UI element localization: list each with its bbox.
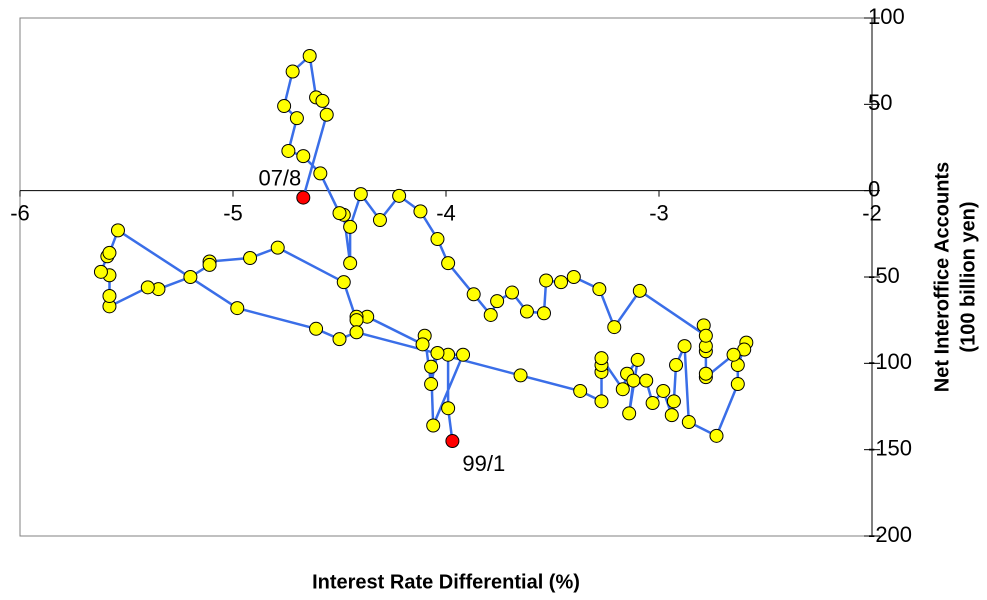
y-tick-label: -200 — [868, 522, 912, 547]
data-point — [285, 64, 300, 79]
data-point — [698, 328, 713, 343]
data-point — [726, 347, 741, 362]
data-point — [296, 149, 311, 164]
data-point — [677, 339, 692, 354]
data-point — [709, 428, 724, 443]
data-point — [343, 219, 358, 234]
data-point — [302, 48, 317, 63]
data-point — [243, 251, 258, 266]
y-tick-label: -150 — [868, 435, 912, 460]
data-point — [490, 294, 505, 309]
y-axis-title: (100 billion yen) — [957, 201, 979, 352]
data-point — [630, 352, 645, 367]
data-point — [730, 377, 745, 392]
y-tick-label: -50 — [868, 263, 900, 288]
data-point — [632, 283, 647, 298]
data-point — [289, 111, 304, 126]
data-point — [426, 418, 441, 433]
data-point — [441, 401, 456, 416]
data-point — [140, 280, 155, 295]
data-point — [281, 143, 296, 158]
y-tick-label: 0 — [868, 176, 880, 201]
data-point — [353, 187, 368, 202]
data-point — [315, 93, 330, 108]
data-point — [594, 351, 609, 366]
data-point — [349, 313, 364, 328]
data-point — [445, 434, 460, 449]
data-point — [519, 304, 534, 319]
data-point — [319, 107, 334, 122]
data-point — [415, 337, 430, 352]
data-point — [343, 256, 358, 271]
annotation: 07/8 — [258, 165, 301, 190]
data-point — [110, 223, 125, 238]
y-tick-label: 50 — [868, 90, 892, 115]
data-point — [483, 307, 498, 322]
data-point — [669, 358, 684, 373]
data-point — [622, 406, 637, 421]
data-point — [441, 256, 456, 271]
data-point — [102, 245, 117, 260]
data-point — [592, 282, 607, 297]
data-point — [594, 394, 609, 409]
data-point — [230, 301, 245, 316]
data-point — [554, 275, 569, 290]
x-tick-label: -6 — [10, 200, 30, 225]
plot-frame — [19, 17, 873, 537]
x-tick-label: -3 — [649, 200, 669, 225]
data-point — [681, 415, 696, 430]
data-point — [349, 325, 364, 340]
data-point — [430, 232, 445, 247]
data-point — [430, 345, 445, 360]
x-tick-label: -5 — [223, 200, 243, 225]
data-point — [372, 213, 387, 228]
data-point — [424, 377, 439, 392]
data-point — [296, 190, 311, 205]
data-point — [93, 264, 108, 279]
data-point — [332, 332, 347, 347]
data-point — [413, 204, 428, 219]
annotation: 99/1 — [462, 451, 505, 476]
data-point — [656, 383, 671, 398]
data-point — [456, 347, 471, 362]
data-point — [313, 166, 328, 181]
data-point — [539, 273, 554, 288]
x-tick-label: -4 — [436, 200, 456, 225]
data-point — [626, 373, 641, 388]
data-point — [392, 188, 407, 203]
data-point — [183, 270, 198, 284]
data-point — [466, 287, 481, 302]
data-point — [664, 408, 679, 423]
y-axis-title: Net Interoffice Accounts — [931, 162, 953, 392]
data-point — [698, 366, 713, 381]
x-tick-label: -2 — [862, 200, 882, 225]
data-point — [607, 320, 622, 335]
data-point — [102, 288, 117, 303]
data-point — [536, 306, 551, 321]
data-point — [309, 321, 324, 336]
data-point — [270, 240, 285, 255]
data-point — [645, 396, 660, 411]
y-tick-label: -100 — [868, 349, 912, 374]
data-point — [424, 359, 439, 374]
data-point — [332, 206, 347, 221]
data-point — [639, 373, 654, 388]
data-point — [666, 394, 681, 409]
data-point — [573, 383, 588, 398]
data-point — [336, 275, 351, 290]
y-tick-label: 100 — [868, 4, 905, 29]
data-point — [202, 257, 217, 272]
x-axis-title: Interest Rate Differential (%) — [312, 571, 580, 593]
data-point — [513, 368, 528, 383]
data-point — [277, 99, 292, 114]
data-point — [615, 382, 630, 397]
data-point — [566, 270, 581, 284]
data-point — [505, 285, 520, 300]
